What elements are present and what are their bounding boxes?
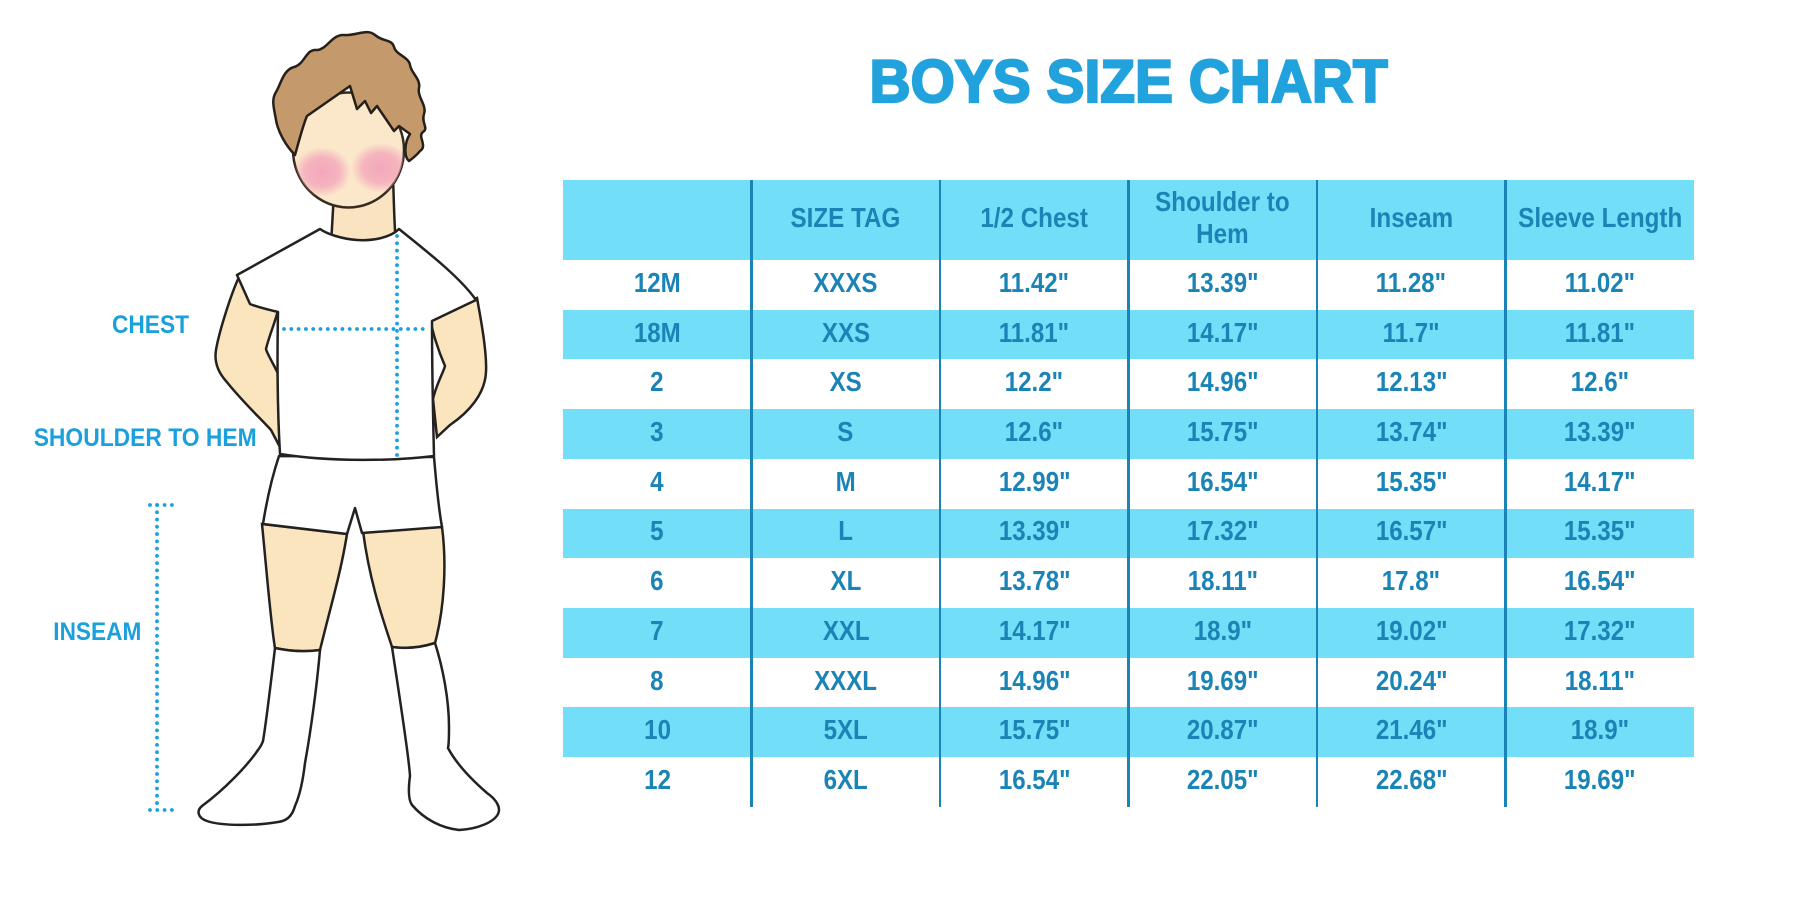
svg-text:CHEST: CHEST: [112, 311, 189, 339]
svg-text:SHOULDER TO HEM: SHOULDER TO HEM: [34, 425, 257, 452]
svg-text:INSEAM: INSEAM: [53, 619, 141, 646]
